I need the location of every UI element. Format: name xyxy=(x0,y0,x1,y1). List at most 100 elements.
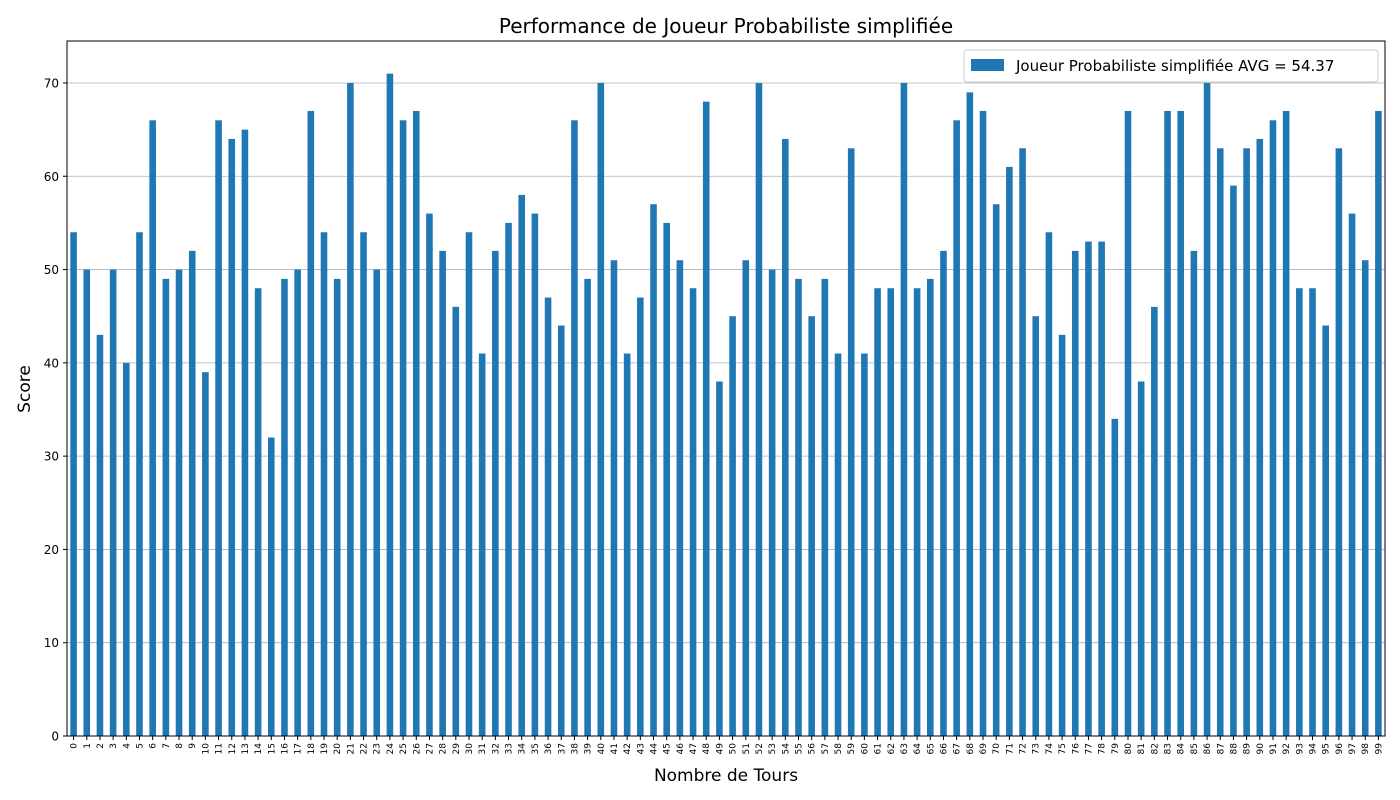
x-tick-label: 22 xyxy=(360,743,370,754)
bar xyxy=(294,269,301,736)
x-tick-label: 2 xyxy=(96,743,106,749)
x-tick-label: 88 xyxy=(1229,743,1239,755)
bar xyxy=(373,269,381,736)
bar xyxy=(426,213,433,737)
bar xyxy=(755,82,763,737)
x-tick-label: 5 xyxy=(135,743,145,749)
x-tick-label: 10 xyxy=(201,743,211,755)
bar xyxy=(531,213,539,737)
legend-swatch xyxy=(971,59,1004,71)
bar xyxy=(1058,334,1066,736)
y-tick-label: 20 xyxy=(44,543,59,557)
x-tick-label: 11 xyxy=(215,743,225,754)
bars xyxy=(70,73,1382,737)
bar xyxy=(768,269,776,736)
x-tick-label: 30 xyxy=(465,743,475,755)
x-tick-label: 52 xyxy=(755,743,765,754)
bar xyxy=(215,120,222,737)
bar xyxy=(571,120,578,737)
x-tick-label: 28 xyxy=(439,743,449,755)
bar xyxy=(716,381,723,736)
x-tick-label: 38 xyxy=(570,743,580,755)
x-tick-label: 19 xyxy=(320,743,330,755)
x-tick-label: 83 xyxy=(1164,743,1174,754)
x-tick-label: 34 xyxy=(518,743,528,755)
bar xyxy=(953,120,960,737)
bar xyxy=(1071,250,1079,736)
x-tick-label: 46 xyxy=(676,743,686,755)
bar xyxy=(584,278,591,736)
bar xyxy=(1045,232,1053,736)
legend-label: Joueur Probabiliste simplifiée AVG = 54.… xyxy=(1015,57,1334,75)
x-tick-label: 54 xyxy=(781,743,791,755)
x-tick-label: 15 xyxy=(267,743,277,754)
bar xyxy=(689,288,697,736)
x-tick-label: 3 xyxy=(109,743,119,749)
bar xyxy=(136,232,143,736)
x-tick-label: 79 xyxy=(1111,743,1121,755)
x-tick-label: 86 xyxy=(1203,743,1213,755)
legend: Joueur Probabiliste simplifiée AVG = 54.… xyxy=(963,49,1379,83)
x-tick-label: 1 xyxy=(83,743,93,749)
x-tick-label: 98 xyxy=(1361,743,1371,755)
bar xyxy=(1361,260,1369,736)
x-tick-label: 33 xyxy=(505,743,515,754)
bar xyxy=(1190,250,1198,736)
y-tick-label: 70 xyxy=(44,76,59,90)
x-tick-label: 24 xyxy=(386,743,396,755)
grid-lines xyxy=(67,82,1385,737)
x-tick-label: 20 xyxy=(333,743,343,755)
y-tick-label: 40 xyxy=(44,356,59,370)
x-tick-label: 95 xyxy=(1322,743,1332,754)
x-tick-label: 6 xyxy=(149,743,159,749)
legend-frame xyxy=(963,49,1379,83)
bar xyxy=(821,278,829,736)
bar xyxy=(979,110,987,737)
bar xyxy=(241,129,249,737)
x-tick-label: 90 xyxy=(1256,743,1266,755)
bar xyxy=(1177,110,1185,737)
x-tick-label: 51 xyxy=(742,743,752,754)
x-tick-label: 69 xyxy=(979,743,989,755)
bar xyxy=(1164,110,1171,737)
bar xyxy=(702,101,710,737)
bar xyxy=(834,353,842,736)
x-tick-label: 57 xyxy=(821,743,831,754)
x-tick-label: 96 xyxy=(1335,743,1345,755)
x-tick-label: 9 xyxy=(188,743,198,749)
x-tick-label: 71 xyxy=(1005,743,1015,754)
x-tick-label: 89 xyxy=(1243,743,1253,755)
x-tick-label: 12 xyxy=(228,743,238,754)
bar xyxy=(597,82,605,737)
bar xyxy=(676,260,684,736)
x-tick-label: 99 xyxy=(1374,743,1384,755)
x-tick-label: 44 xyxy=(650,743,660,755)
x-tick-label: 8 xyxy=(175,743,185,749)
bar xyxy=(742,260,750,736)
bar xyxy=(795,278,802,736)
bar xyxy=(557,325,565,736)
bar xyxy=(1137,381,1145,736)
x-tick-label: 60 xyxy=(860,743,870,755)
x-tick-label: 21 xyxy=(346,743,356,754)
bar xyxy=(900,82,908,737)
x-tick-label: 64 xyxy=(913,743,923,755)
bar xyxy=(623,353,631,736)
x-tick-label: 50 xyxy=(729,743,739,755)
bar xyxy=(1269,120,1277,737)
bar xyxy=(202,372,209,736)
bar xyxy=(1006,166,1013,737)
x-tick-label: 67 xyxy=(953,743,963,754)
bar xyxy=(847,148,855,737)
bar xyxy=(83,269,91,736)
bar xyxy=(926,278,934,736)
bar xyxy=(518,194,526,737)
x-tick-label: 82 xyxy=(1150,743,1160,754)
y-axis-label: Score xyxy=(15,365,35,413)
bar xyxy=(320,232,328,736)
x-tick-label: 59 xyxy=(847,743,857,755)
y-tick-label: 30 xyxy=(44,450,59,464)
bar xyxy=(874,288,881,736)
x-tick-label: 26 xyxy=(412,743,422,755)
bar xyxy=(544,297,552,736)
